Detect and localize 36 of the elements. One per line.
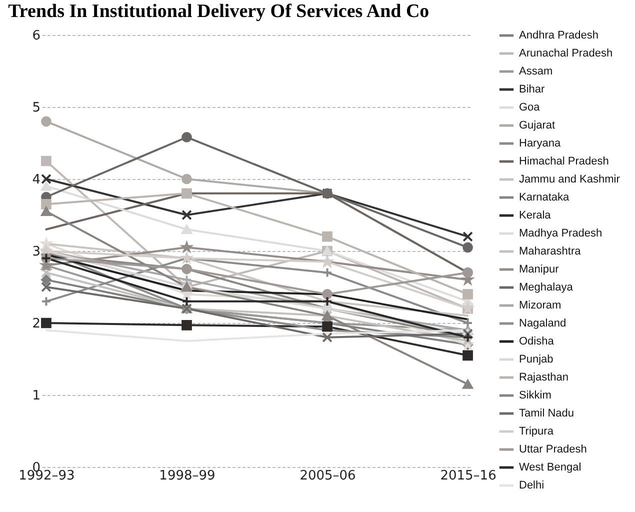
- legend-label: Punjab: [519, 354, 554, 366]
- legend-label: Nagaland: [519, 318, 566, 330]
- legend-label: Arunachal Pradesh: [519, 48, 613, 60]
- x-tick-label: 2005–06: [300, 468, 356, 484]
- legend-label: Jammu and Kashmir: [519, 174, 620, 186]
- legend-label: Madhya Pradesh: [519, 228, 602, 240]
- legend-label: Sikkim: [519, 390, 552, 402]
- legend-label: Tripura: [519, 426, 554, 438]
- y-tick-label: 4: [32, 172, 40, 188]
- y-tick-label: 3: [32, 244, 40, 260]
- legend-label: Meghalaya: [519, 282, 574, 294]
- legend-label: Karnataka: [519, 192, 570, 204]
- y-tick-label: 5: [32, 100, 40, 116]
- legend-label: Haryana: [519, 138, 562, 150]
- legend-label: Himachal Pradesh: [519, 156, 609, 168]
- legend-label: Gujarat: [519, 120, 556, 132]
- legend-label: Tamil Nadu: [519, 408, 574, 420]
- legend-label: Maharashtra: [519, 246, 582, 258]
- legend-label: Uttar Pradesh: [519, 444, 587, 456]
- chart-title: Trends In Institutional Delivery Of Services And Co: [8, 1, 430, 22]
- legend-label: Delhi: [519, 480, 544, 492]
- legend-label: Bihar: [519, 84, 546, 96]
- y-tick-label: 1: [32, 388, 40, 404]
- legend-label: Manipur: [519, 264, 560, 276]
- x-tick-label: 2015–16: [440, 468, 496, 484]
- legend-label: West Bengal: [519, 462, 582, 474]
- legend-label: Kerala: [519, 210, 552, 222]
- y-tick-label: 6: [32, 28, 40, 44]
- x-tick-label: 1998–99: [159, 468, 216, 484]
- legend-label: Odisha: [519, 336, 555, 348]
- legend-label: Assam: [519, 66, 553, 78]
- legend-label: Mizoram: [519, 300, 562, 312]
- legend-label: Rajasthan: [519, 372, 569, 384]
- legend-label: Andhra Pradesh: [519, 30, 598, 42]
- legend-label: Goa: [519, 102, 541, 114]
- y-tick-label: 2: [32, 316, 40, 332]
